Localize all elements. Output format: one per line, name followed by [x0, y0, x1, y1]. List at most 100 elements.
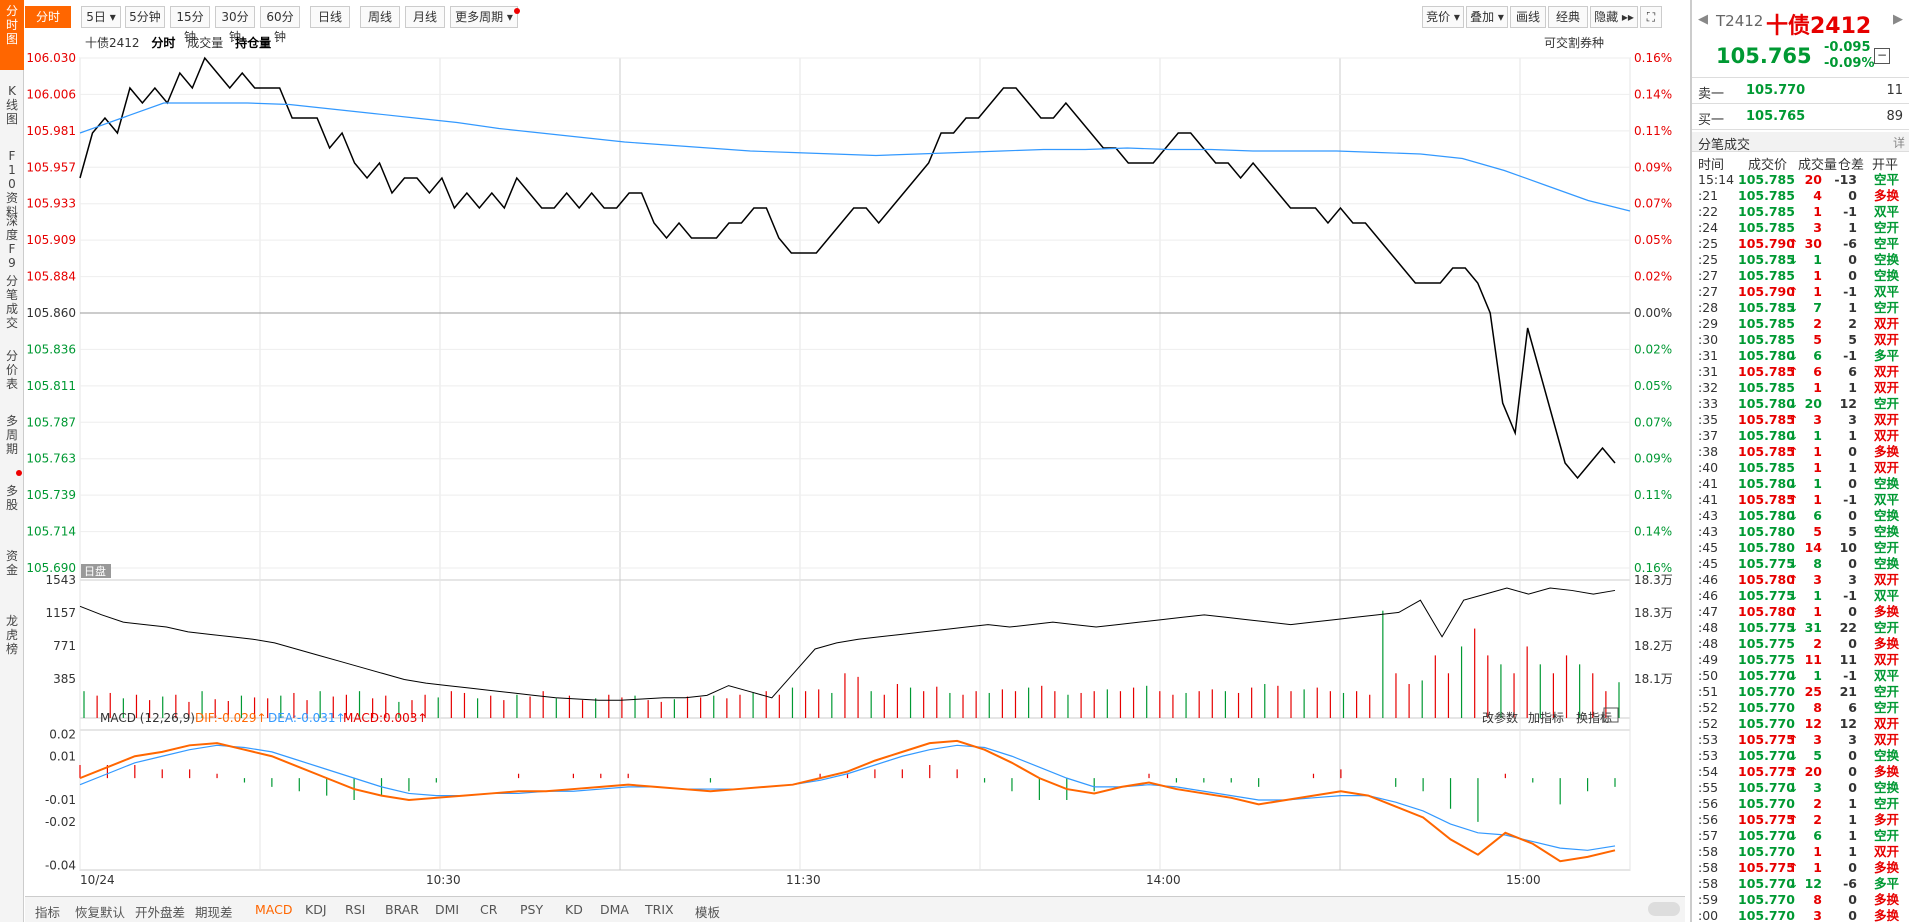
- tick-oi-diff: 3: [1848, 412, 1857, 427]
- tick-price: 105.770: [1738, 684, 1795, 699]
- tick-price: 105.770: [1738, 908, 1795, 922]
- tick-oi-diff: 5: [1848, 332, 1857, 347]
- macd-title: MACD (12,26,9): [100, 711, 195, 725]
- left-tab-8[interactable]: 资 金: [5, 549, 18, 577]
- chart-tool-2[interactable]: 画线: [1510, 6, 1546, 28]
- tick-time: :57: [1698, 828, 1719, 843]
- tick-price: 105.785: [1738, 220, 1795, 235]
- tick-oi-diff: 0: [1848, 252, 1857, 267]
- tick-price: 105.785: [1738, 460, 1795, 475]
- deliverable-bonds-link[interactable]: 可交割券种: [1544, 36, 1605, 50]
- chart-tool-0[interactable]: 竞价 ▾: [1422, 6, 1464, 28]
- macd-tool-0[interactable]: 改参数: [1482, 710, 1518, 725]
- chart-tool-4[interactable]: 隐藏 ▸▸: [1590, 6, 1638, 28]
- chart-tool-3[interactable]: 经典: [1548, 6, 1588, 28]
- tick-price: 105.775: [1738, 732, 1795, 747]
- left-tab-7[interactable]: 多 股: [5, 484, 18, 512]
- toggle-switch[interactable]: [1648, 902, 1680, 916]
- open-interest-label[interactable]: 持仓量: [235, 36, 272, 50]
- ask-row: 卖一 105.770 11: [1692, 78, 1909, 104]
- tick-price: 105.780: [1738, 540, 1795, 555]
- collapse-icon[interactable]: −: [1874, 48, 1890, 64]
- tick-row: :48 105.775 2 0 多换: [1692, 636, 1909, 652]
- period-tab-8[interactable]: 月线: [405, 6, 445, 28]
- tick-arrow: ↑: [1788, 364, 1799, 379]
- period-tab-4[interactable]: 30分钟: [215, 6, 255, 44]
- tick-arrow: ↓: [1788, 476, 1799, 491]
- volume-label[interactable]: 成交量: [187, 36, 224, 50]
- next-contract-icon[interactable]: ▶: [1893, 12, 1903, 27]
- tick-row: :24 105.785 3 1 空开: [1692, 220, 1909, 236]
- ticks-list[interactable]: 15:14 105.785 20 -13 空平:21 105.785 4 0 多换:22 105.…: [1692, 172, 1909, 922]
- tick-vol: 6: [1813, 828, 1822, 843]
- indicator-tab-6[interactable]: RSI: [345, 902, 366, 917]
- tick-arrow: ↓: [1788, 620, 1799, 635]
- indicator-tab-10[interactable]: PSY: [520, 902, 544, 917]
- tick-row: :56 105.770 2 1 空开: [1692, 796, 1909, 812]
- left-tab-3[interactable]: 深 度 F 9: [5, 214, 18, 270]
- indicator-tab-11[interactable]: KD: [565, 902, 583, 917]
- indicator-tab-5[interactable]: KDJ: [305, 902, 327, 917]
- tick-price: 105.785: [1738, 188, 1795, 203]
- period-tab-9[interactable]: 更多周期 ▾: [450, 6, 518, 28]
- tick-vol: 3: [1813, 908, 1822, 922]
- tick-oi-diff: 0: [1848, 556, 1857, 571]
- volume-axis-label: 1543: [45, 573, 76, 587]
- period-tab-6[interactable]: 日线: [310, 6, 350, 28]
- period-tab-7[interactable]: 周线: [360, 6, 400, 28]
- left-tab-9[interactable]: 龙 虎 榜: [5, 614, 18, 656]
- indicator-tab-4[interactable]: MACD: [255, 902, 293, 917]
- left-tab-2[interactable]: F 1 0 资 料: [5, 149, 18, 219]
- chart-tool-1[interactable]: 叠加 ▾: [1466, 6, 1508, 28]
- tick-time: :56: [1698, 796, 1719, 811]
- prev-contract-icon[interactable]: ◀: [1698, 12, 1708, 27]
- close-indicator-icon[interactable]: [1603, 707, 1619, 723]
- tick-price: 105.780: [1738, 604, 1795, 619]
- tick-vol: 25: [1804, 684, 1822, 699]
- left-tab-0[interactable]: 分 时 图: [0, 0, 24, 70]
- pct-axis-label: 0.11%: [1634, 124, 1672, 138]
- indicator-tab-8[interactable]: DMI: [435, 902, 460, 917]
- tick-price: 105.785: [1738, 252, 1795, 267]
- period-tab-0[interactable]: 分时: [25, 6, 71, 28]
- tick-price: 105.780: [1738, 524, 1795, 539]
- tick-row: :00 105.770 3 0 多换: [1692, 908, 1909, 922]
- left-sidebar: 分 时 图 K 线 图 F 1 0 资 料深 度 F 9 分 笔 成 交分 价 表多 …: [0, 0, 24, 922]
- indicator-tab-3[interactable]: 期现差: [195, 905, 233, 920]
- tick-vol: 4: [1813, 188, 1822, 203]
- tick-vol: 1: [1813, 204, 1822, 219]
- period-tab-3[interactable]: 15分钟: [170, 6, 210, 44]
- tick-vol: 12: [1804, 876, 1822, 891]
- tick-time: :41: [1698, 492, 1719, 507]
- indicator-tab-12[interactable]: DMA: [600, 902, 629, 917]
- left-tab-4[interactable]: 分 笔 成 交: [5, 274, 18, 330]
- period-tab-2[interactable]: 5分钟: [125, 6, 165, 28]
- left-tab-1[interactable]: K 线 图: [5, 84, 18, 126]
- indicator-tab-0[interactable]: 指标: [35, 905, 61, 920]
- tick-oi-diff: 0: [1848, 636, 1857, 651]
- tick-time: :37: [1698, 428, 1719, 443]
- indicator-tab-2[interactable]: 开外盘差: [135, 905, 186, 920]
- tick-vol: 31: [1804, 620, 1822, 635]
- tick-oi-diff: 12: [1839, 396, 1857, 411]
- chart-tool-5[interactable]: ⛶: [1640, 6, 1662, 28]
- last-price: 105.765: [1716, 44, 1812, 68]
- indicator-tab-13[interactable]: TRIX: [645, 902, 674, 917]
- left-tab-6[interactable]: 多 周 期: [5, 414, 18, 456]
- macd-tool-1[interactable]: 加指标: [1528, 710, 1564, 725]
- tick-nature: 空开: [1874, 220, 1900, 235]
- indicator-tab-9[interactable]: CR: [480, 902, 498, 917]
- macd-tool-2[interactable]: 换指标: [1576, 710, 1612, 725]
- tick-vol: 6: [1813, 348, 1822, 363]
- period-tab-5[interactable]: 60分钟: [260, 6, 300, 44]
- indicator-tab-14[interactable]: 模板: [695, 905, 721, 920]
- tick-oi-diff: -1: [1843, 284, 1857, 299]
- period-tab-1[interactable]: 5日 ▾: [81, 6, 121, 28]
- tick-row: :21 105.785 4 0 多换: [1692, 188, 1909, 204]
- ticks-detail-button[interactable]: 详: [1892, 136, 1905, 150]
- intraday-chart[interactable]: 106.030 0.16% 106.006 0.14% 105.981 0.11% 105.…: [0, 0, 1690, 896]
- left-tab-5[interactable]: 分 价 表: [5, 349, 18, 391]
- tick-time: :21: [1698, 188, 1719, 203]
- indicator-tab-1[interactable]: 恢复默认: [75, 905, 126, 920]
- indicator-tab-7[interactable]: BRAR: [385, 902, 419, 917]
